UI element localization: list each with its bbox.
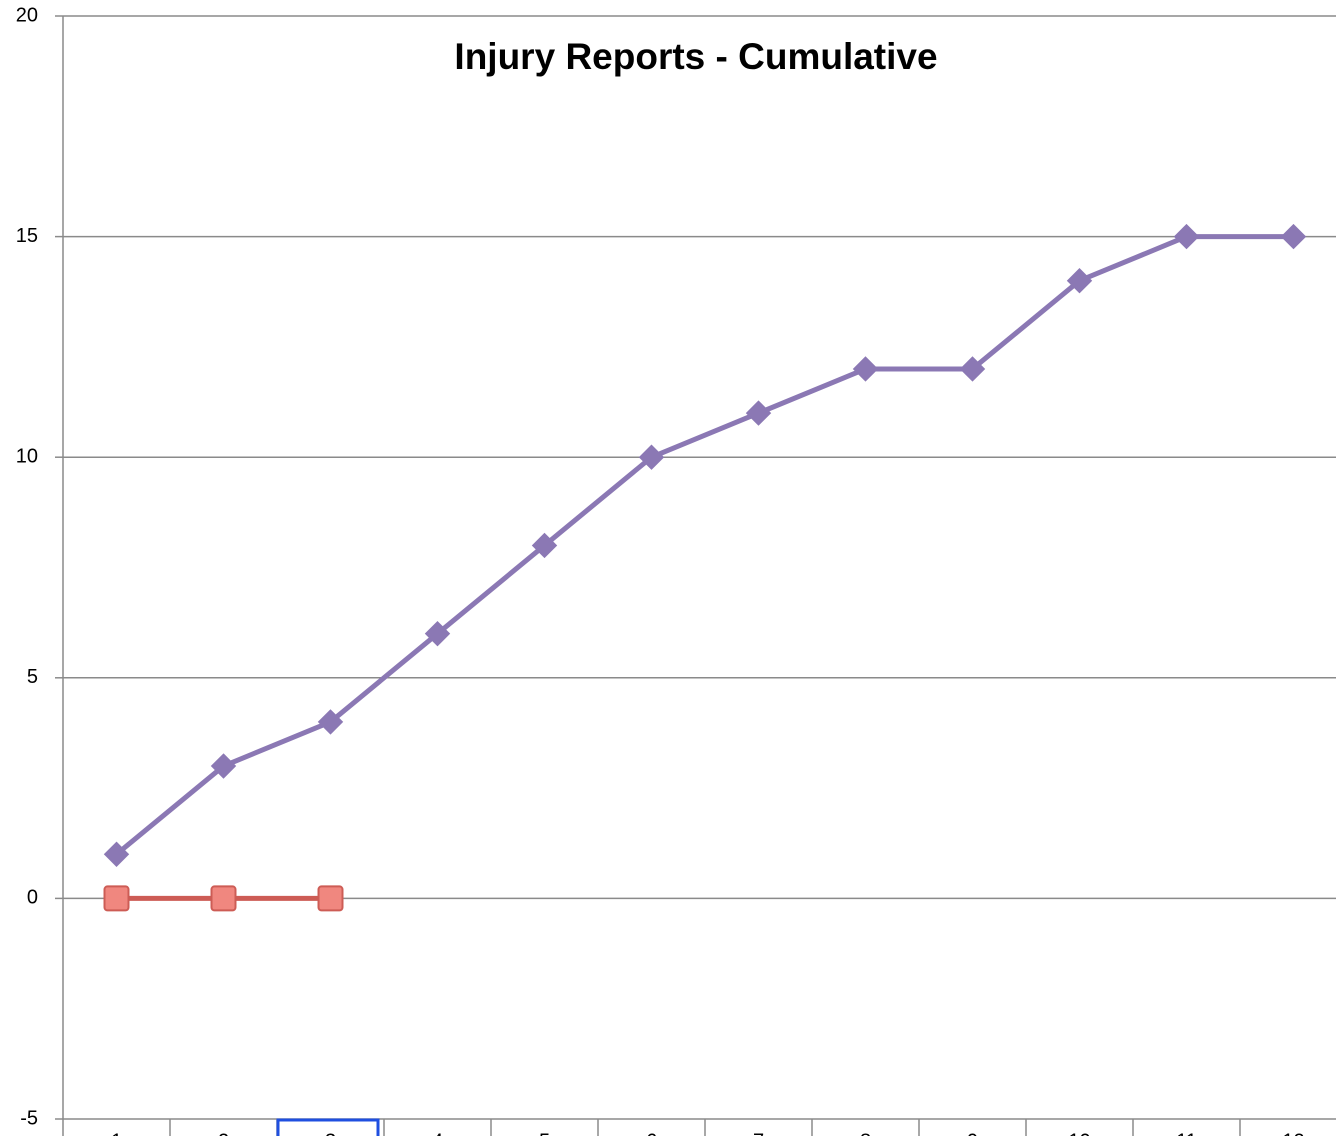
x-tick-label: 3 bbox=[325, 1130, 336, 1136]
diamond-marker bbox=[638, 444, 665, 470]
x-tick-label: 12 bbox=[1282, 1130, 1304, 1136]
y-tick-label: 15 bbox=[16, 225, 38, 247]
diamond-marker bbox=[745, 400, 772, 426]
x-tick-label: 1 bbox=[111, 1130, 122, 1136]
diamond-marker bbox=[852, 356, 879, 382]
diamond-marker bbox=[424, 620, 451, 647]
diamond-marker bbox=[1066, 268, 1093, 294]
y-tick-label: 0 bbox=[27, 887, 38, 909]
x-tick-label: 5 bbox=[539, 1130, 550, 1136]
diamond-marker bbox=[1173, 223, 1200, 250]
x-tick-label: 7 bbox=[753, 1130, 764, 1136]
y-tick-label: -5 bbox=[20, 1107, 38, 1129]
x-tick-label: 4 bbox=[432, 1130, 443, 1136]
square-marker bbox=[317, 885, 344, 912]
chart-title: Injury Reports - Cumulative bbox=[454, 36, 937, 77]
y-tick-label: 10 bbox=[16, 445, 38, 467]
diamond-marker bbox=[103, 841, 130, 867]
series-line bbox=[114, 234, 1294, 857]
square-marker bbox=[103, 885, 130, 912]
diamond-marker bbox=[1280, 223, 1307, 250]
diamond-marker bbox=[531, 532, 558, 559]
square-marker bbox=[210, 885, 237, 912]
y-tick-label: 5 bbox=[27, 666, 38, 688]
x-tick-label: 2 bbox=[218, 1130, 229, 1136]
diamond-marker bbox=[317, 709, 344, 735]
x-tick-label: 6 bbox=[646, 1130, 657, 1136]
selection-box bbox=[276, 1118, 380, 1136]
x-tick-label: 8 bbox=[860, 1130, 871, 1136]
x-tick-label: 11 bbox=[1176, 1130, 1197, 1136]
x-tick-label: 9 bbox=[967, 1130, 978, 1136]
diamond-marker bbox=[210, 753, 237, 779]
y-tick-label: 20 bbox=[16, 4, 38, 26]
diamond-marker bbox=[959, 356, 986, 382]
x-tick-label: 10 bbox=[1068, 1130, 1090, 1136]
